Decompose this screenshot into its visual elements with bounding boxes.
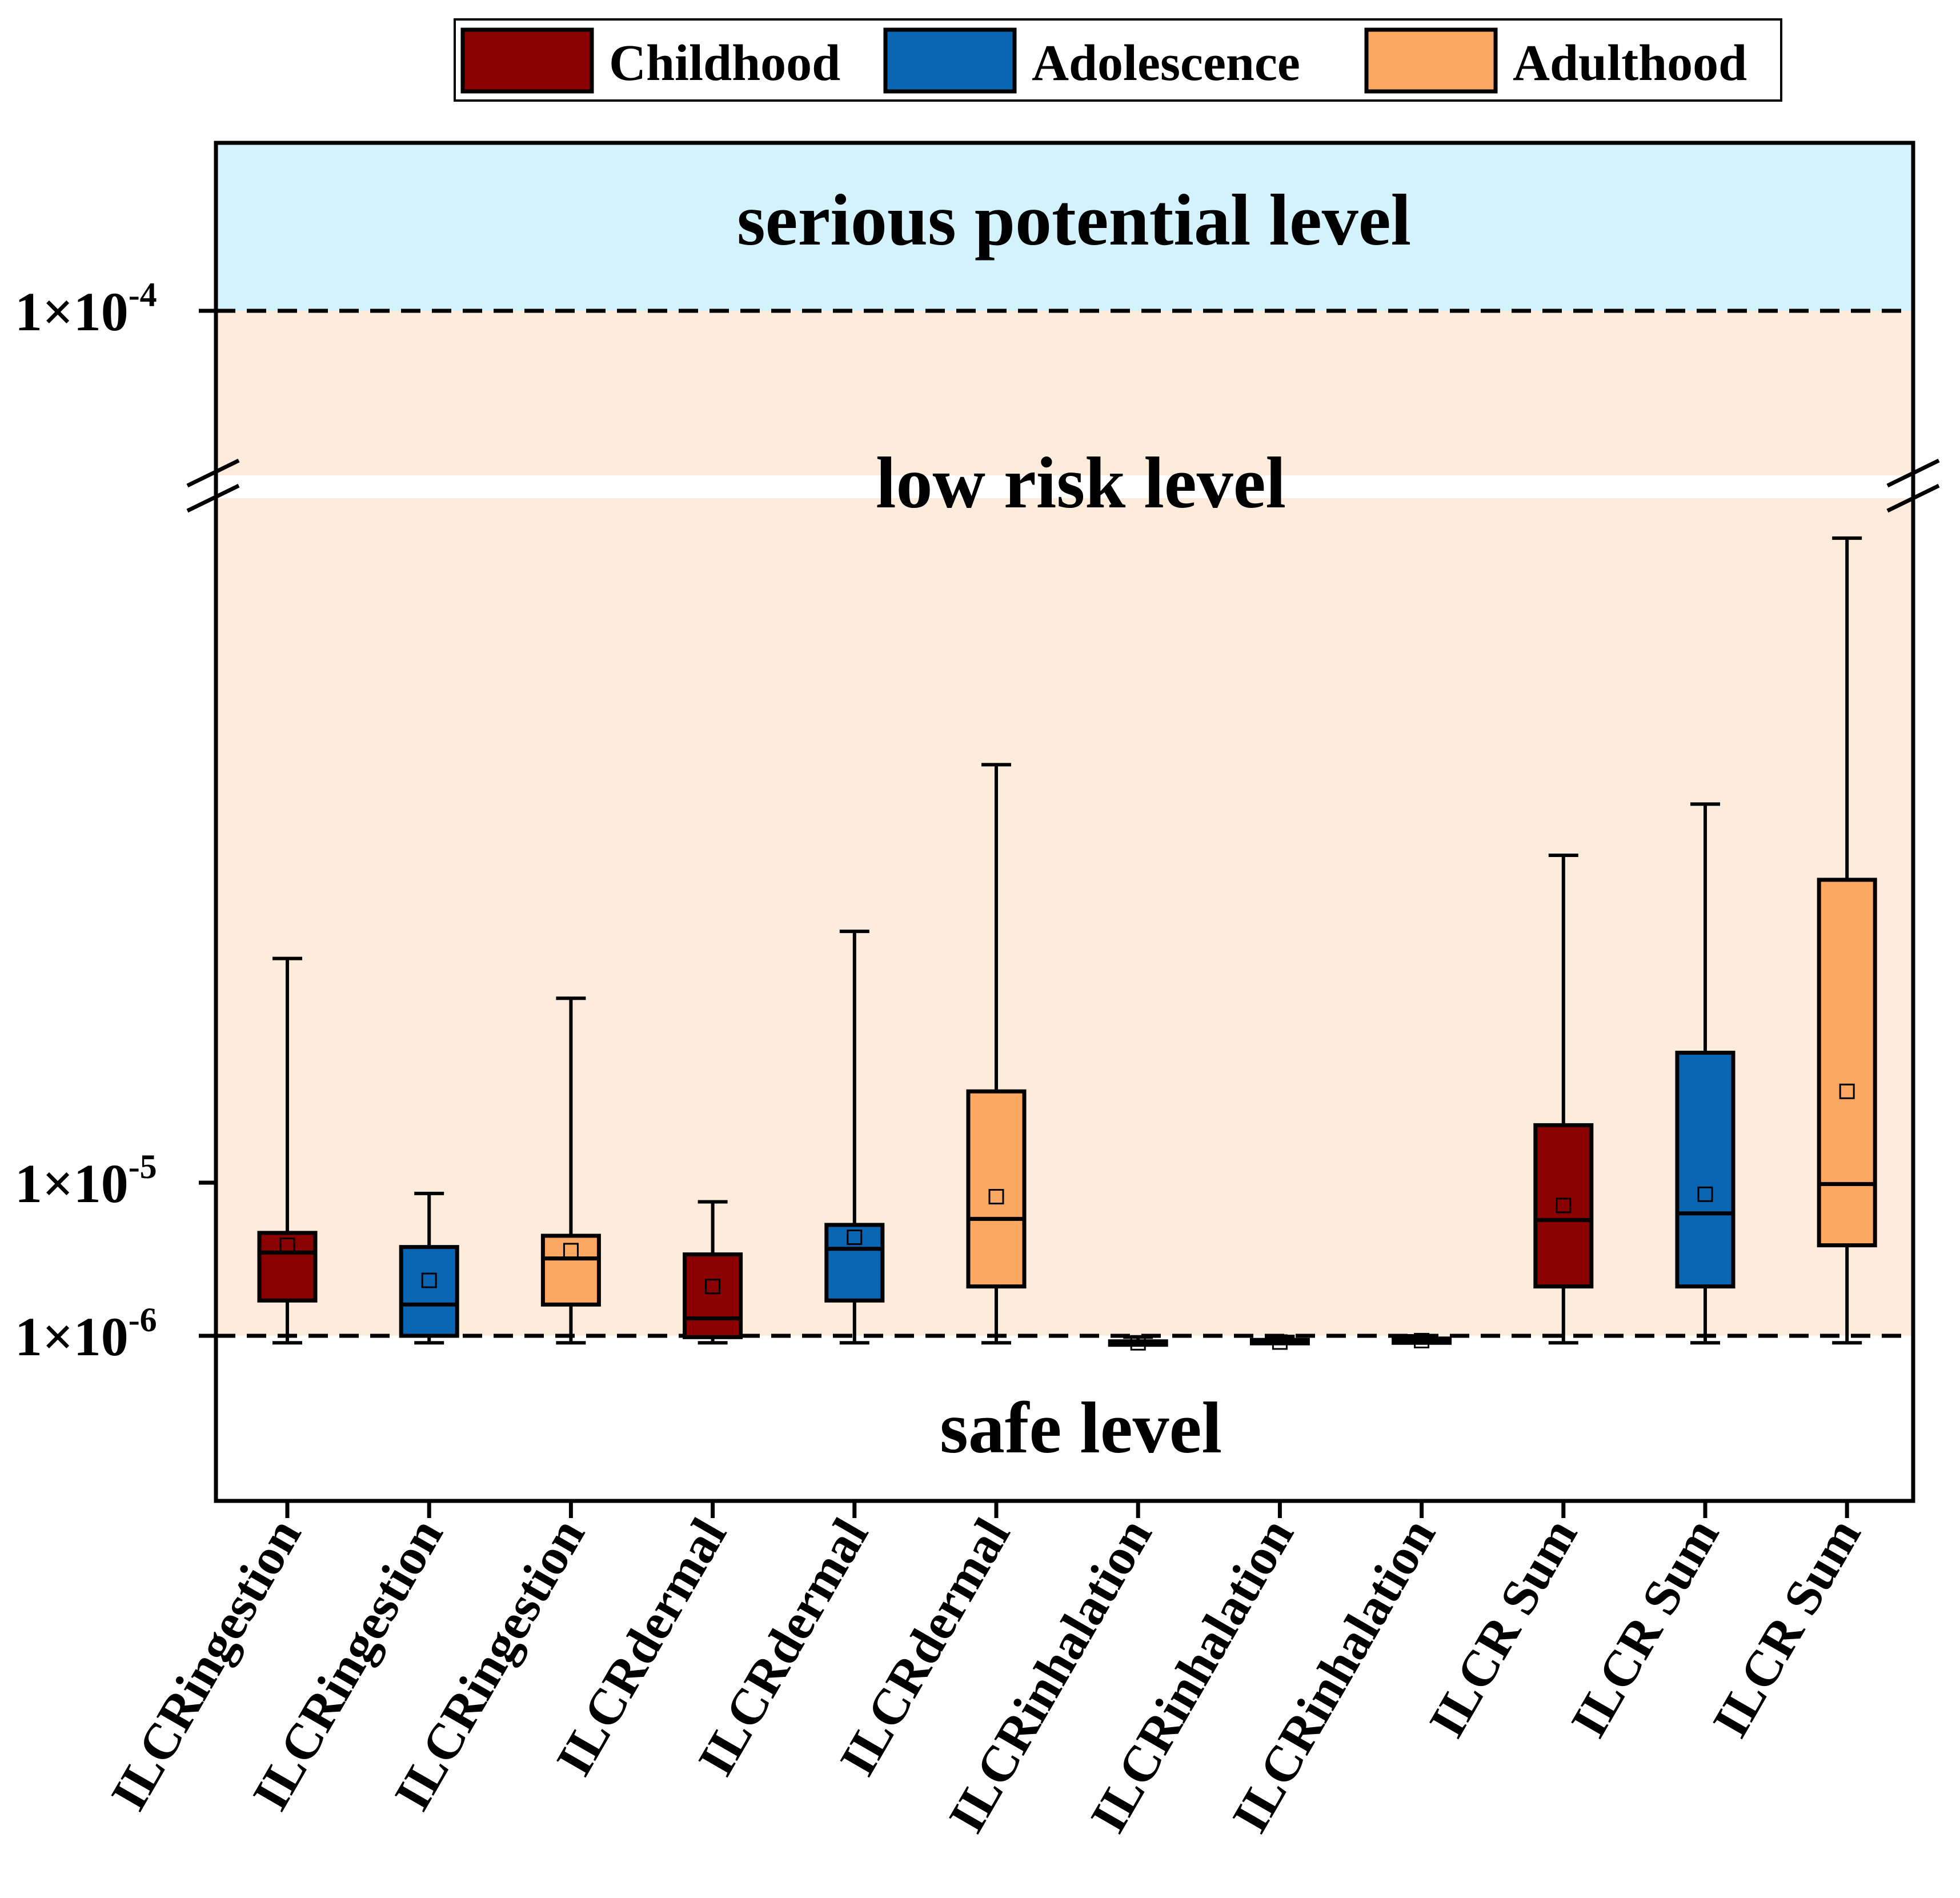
legend: Childhood Adolescence Adulthood <box>454 18 1782 102</box>
legend-frame <box>454 18 1782 102</box>
box-iqr <box>399 1245 459 1338</box>
y-tick-label: 1×10-6 <box>15 1301 157 1367</box>
band-label-safe: safe level <box>940 1387 1222 1468</box>
break-mark-left-top <box>186 458 240 488</box>
break-mark-left-bottom <box>186 483 240 513</box>
box-iqr <box>1533 1123 1594 1289</box>
y-axis: 1×10-6 1×10-5 1×10-4 <box>15 276 216 1367</box>
legend-swatch-childhood <box>460 27 594 94</box>
box-iqr <box>966 1089 1027 1289</box>
band-label-serious: serious potential level <box>737 179 1411 261</box>
x-tick-label: ILCR Sum <box>1418 1509 1588 1747</box>
box-3 <box>540 996 601 1345</box>
x-tick-label: ILCR Sum <box>1560 1509 1730 1747</box>
box-2 <box>399 1191 459 1345</box>
legend-label-adulthood: Adulthood <box>1513 35 1747 91</box>
mean-marker <box>1272 1334 1288 1350</box>
band-safe <box>216 1336 1913 1501</box>
box-6 <box>966 763 1027 1345</box>
band-label-low: low risk level <box>876 442 1286 523</box>
box-iqr <box>1817 878 1877 1248</box>
mean-marker <box>1130 1335 1146 1351</box>
y-tick-label: 1×10-5 <box>15 1148 157 1214</box>
mean-marker <box>705 1279 721 1295</box>
axis-break <box>186 458 1940 513</box>
box-iqr <box>1675 1051 1735 1289</box>
y-tick-label: 1×10-4 <box>15 276 157 342</box>
box-10 <box>1533 854 1594 1345</box>
mean-marker <box>421 1272 437 1288</box>
box-iqr <box>824 1223 885 1303</box>
box-8 <box>1249 1334 1310 1350</box>
mean-marker <box>1697 1186 1713 1202</box>
boxes <box>257 536 1877 1351</box>
box-4 <box>683 1200 743 1345</box>
box-9 <box>1392 1332 1452 1348</box>
box-iqr <box>540 1234 601 1307</box>
threshold-lines <box>216 309 1913 1338</box>
box-iqr <box>257 1231 318 1303</box>
mean-marker <box>1839 1083 1855 1099</box>
mean-marker <box>1556 1198 1572 1214</box>
box-iqr <box>683 1252 743 1339</box>
box-5 <box>824 930 885 1345</box>
mean-marker <box>988 1189 1004 1205</box>
box-11 <box>1675 802 1735 1345</box>
x-tick-label: ILCR Sum <box>1702 1509 1871 1747</box>
band-labels: serious potential level low risk level s… <box>737 179 1411 1468</box>
x-axis: ILCRingestionILCRingestionILCRingestionI… <box>101 1501 1872 1842</box>
mean-marker <box>563 1243 579 1259</box>
legend-swatch-adolescence <box>883 27 1017 94</box>
legend-label-childhood: Childhood <box>609 35 840 91</box>
mean-marker <box>1414 1332 1430 1348</box>
mean-marker <box>279 1238 295 1254</box>
break-gap <box>199 475 1930 498</box>
box-12 <box>1817 536 1877 1345</box>
box-1 <box>257 956 318 1345</box>
box-7 <box>1108 1335 1168 1351</box>
band-serious <box>216 143 1913 311</box>
legend-label-adolescence: Adolescence <box>1032 35 1300 91</box>
mean-marker <box>847 1230 863 1246</box>
plot-frame <box>214 141 1915 1503</box>
risk-bands <box>216 143 1913 1501</box>
legend-swatch-adulthood <box>1364 27 1498 94</box>
